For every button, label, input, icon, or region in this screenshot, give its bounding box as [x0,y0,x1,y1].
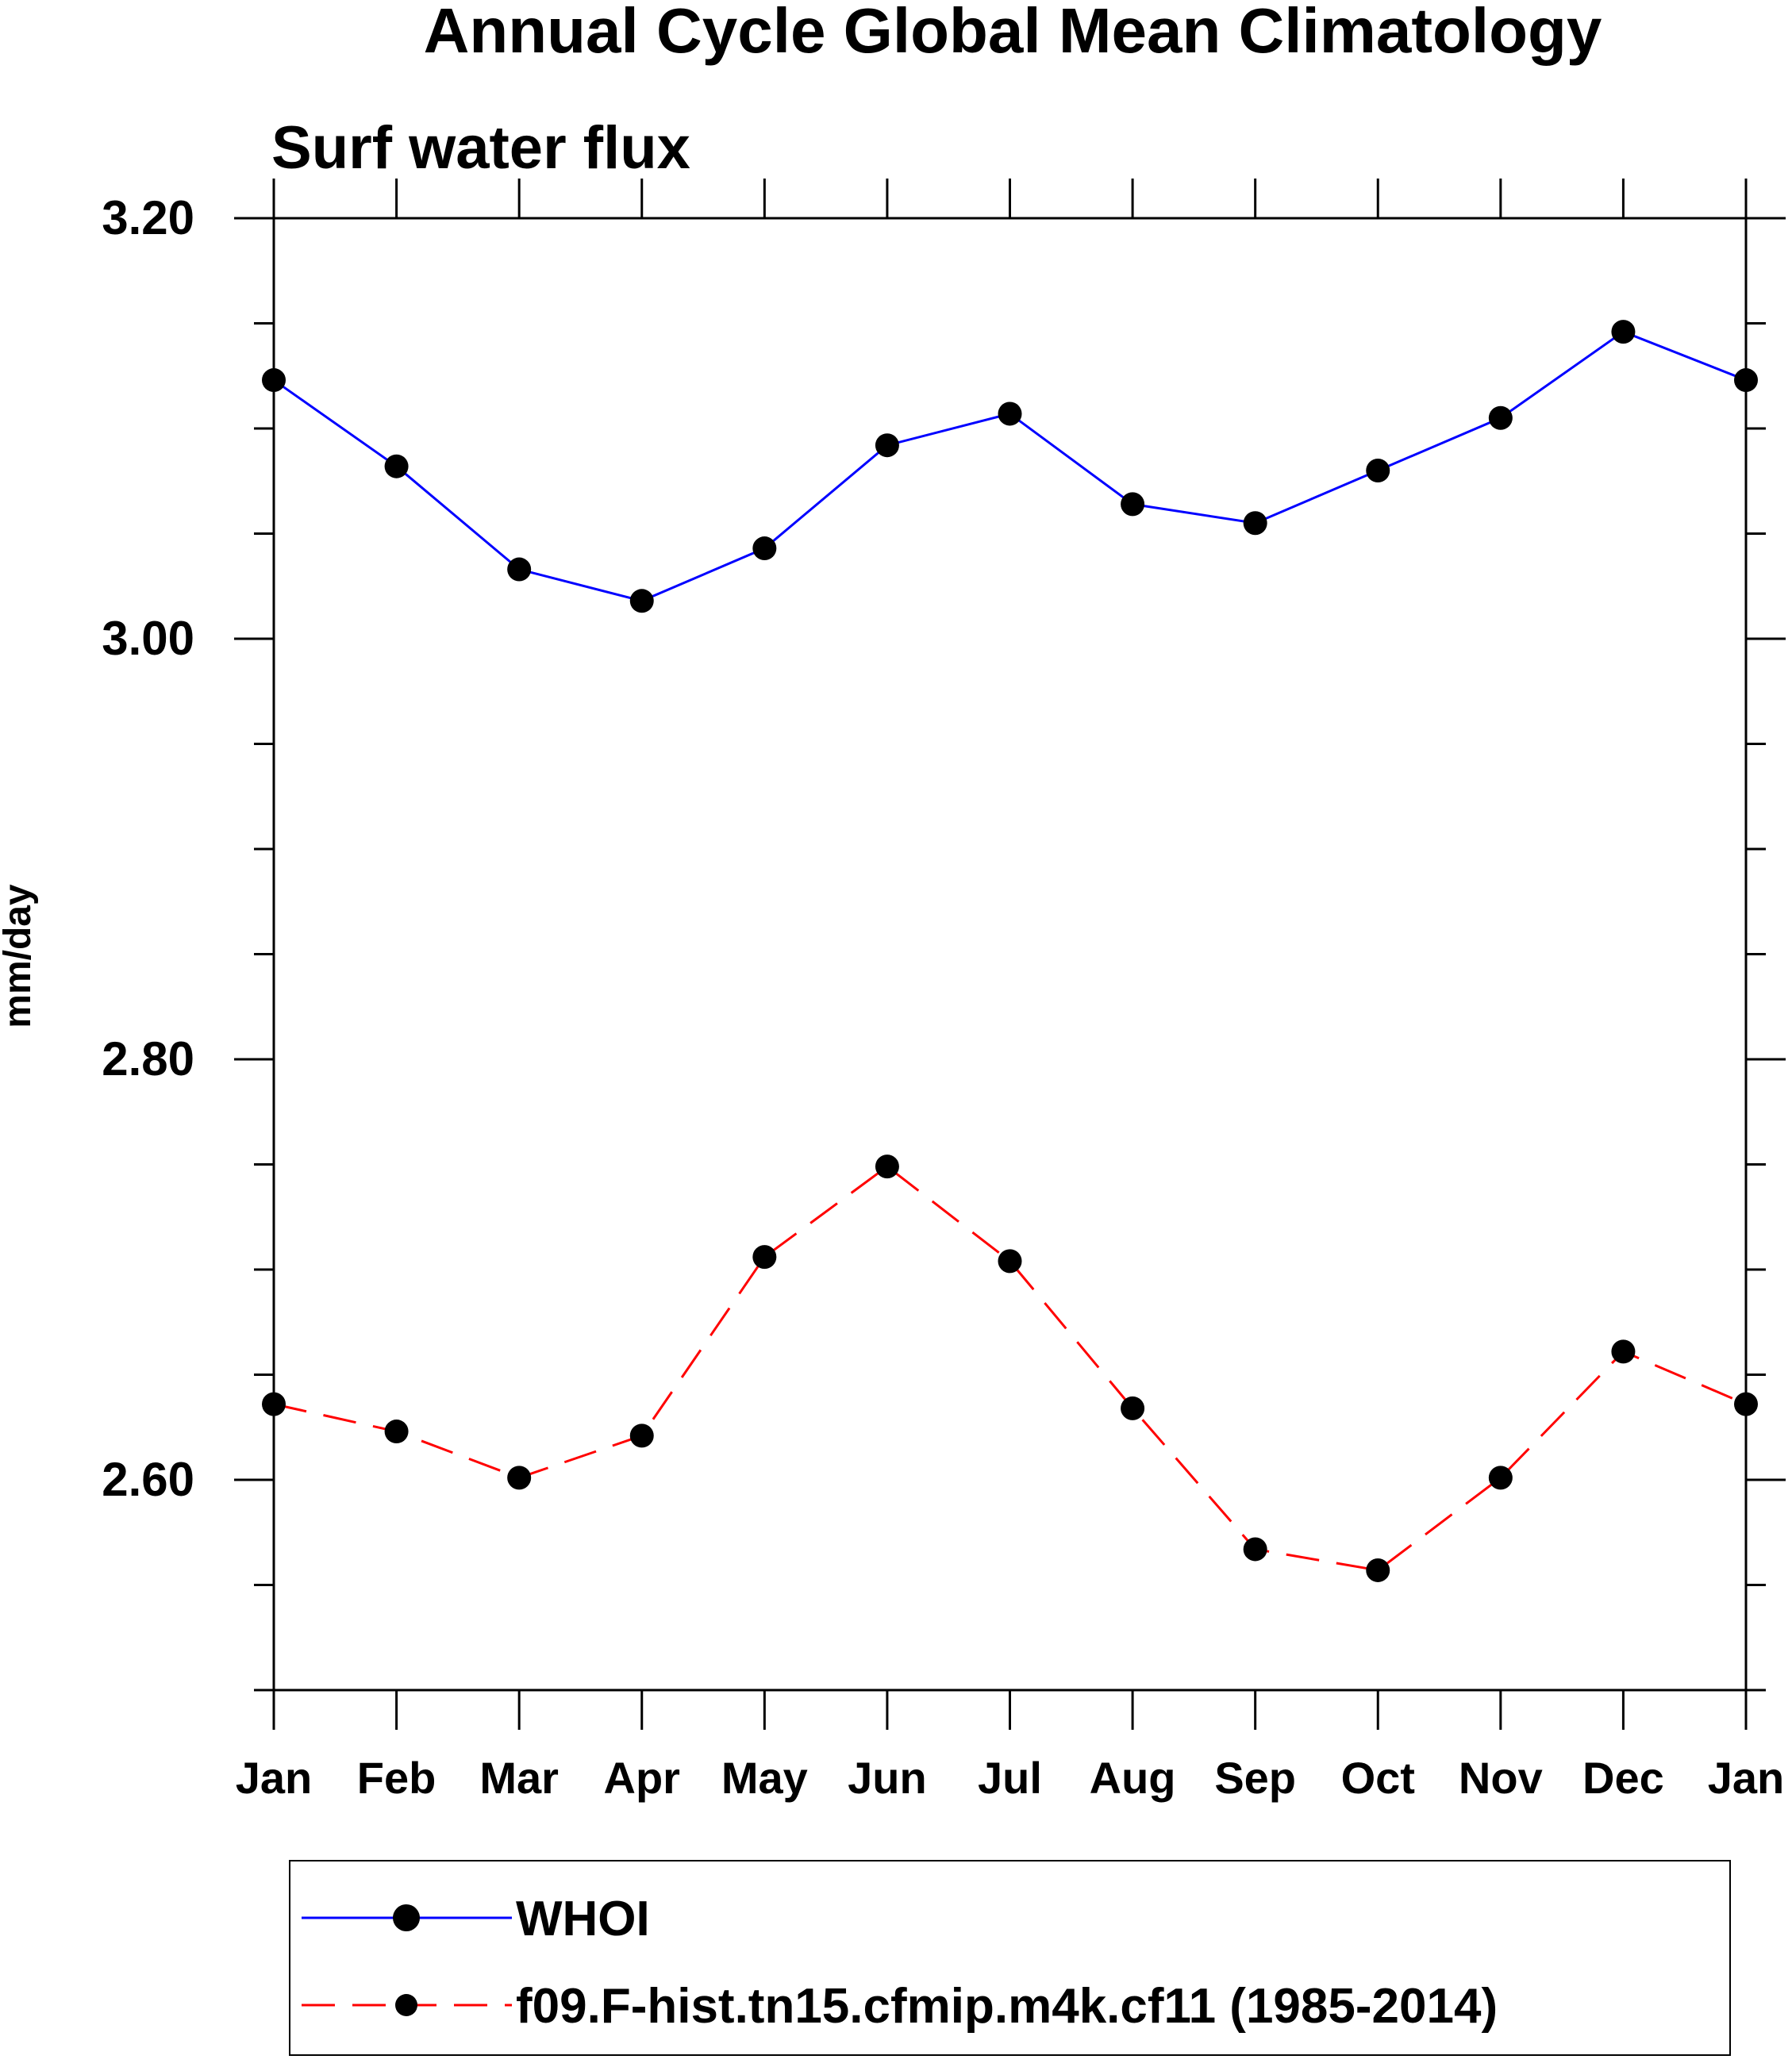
data-point [1366,1558,1390,1582]
data-point [1121,1396,1145,1420]
x-tick-label: Nov [1459,1753,1543,1803]
y-tick-label: 2.60 [102,1453,194,1506]
data-point [1734,1392,1758,1416]
legend-label: WHOI [516,1892,650,1946]
data-point [629,1423,654,1448]
data-point [1488,1466,1513,1490]
x-tick-label: Dec [1582,1753,1664,1803]
chart-title: Annual Cycle Global Mean Climatology [424,0,1602,66]
series-line [273,1165,1747,1572]
legend-label: f09.F-hist.tn15.cfmip.m4k.cf11 (1985-201… [516,1979,1498,2034]
x-tick-label: Apr [604,1753,680,1803]
axes: Jan Feb Mar Apr May Jun Jul Aug Sep Oct Nov Dec Jan 2… [102,179,1786,1803]
data-point [1488,405,1513,430]
x-tick-label: May [721,1753,808,1803]
series-2 [262,1155,1758,1582]
data-point [1243,511,1267,536]
x-tick-label: Jan [236,1753,313,1803]
x-tick-label: Sep [1214,1753,1296,1803]
legend-box [289,1860,1731,2056]
data-point [384,1420,409,1444]
legend-swatch-marker [395,1994,417,2016]
y-tick-label: 2.80 [102,1032,194,1085]
y-axis-label: mm/day [0,884,39,1028]
y-tick-label: 3.20 [102,191,194,244]
data-point [1366,459,1390,482]
x-tick-label: Jun [848,1753,927,1803]
data-point [875,433,899,458]
series-1 [262,320,1758,613]
x-tick-label: Jan [1708,1753,1785,1803]
data-point [1121,492,1145,517]
data-point [507,557,532,582]
chart-subtitle: Surf water flux [271,114,690,182]
data-point [752,536,777,561]
data-point [1611,1339,1636,1364]
x-tick-label: Jul [978,1753,1042,1803]
data-point [1734,368,1758,393]
data-point [1611,320,1636,344]
series-layer [262,320,1758,1582]
data-point [998,401,1022,426]
data-point [262,368,286,393]
x-tick-label: Aug [1090,1753,1176,1803]
legend: WHOI f09.F-hist.tn15.cfmip.m4k.cf11 (1985… [289,1860,1731,2056]
data-point [262,1392,286,1416]
data-point [752,1245,777,1270]
data-point [1243,1537,1267,1562]
x-tick-label: Feb [357,1753,436,1803]
series-line [273,330,1747,602]
data-point [875,1155,899,1179]
data-point [384,454,409,478]
data-point [629,589,654,613]
x-tick-label: Oct [1341,1753,1415,1803]
legend-swatch-marker [393,1904,420,1931]
x-tick-label: Mar [479,1753,559,1803]
y-tick-label: 3.00 [102,612,194,665]
data-point [507,1466,532,1490]
data-point [998,1249,1022,1274]
